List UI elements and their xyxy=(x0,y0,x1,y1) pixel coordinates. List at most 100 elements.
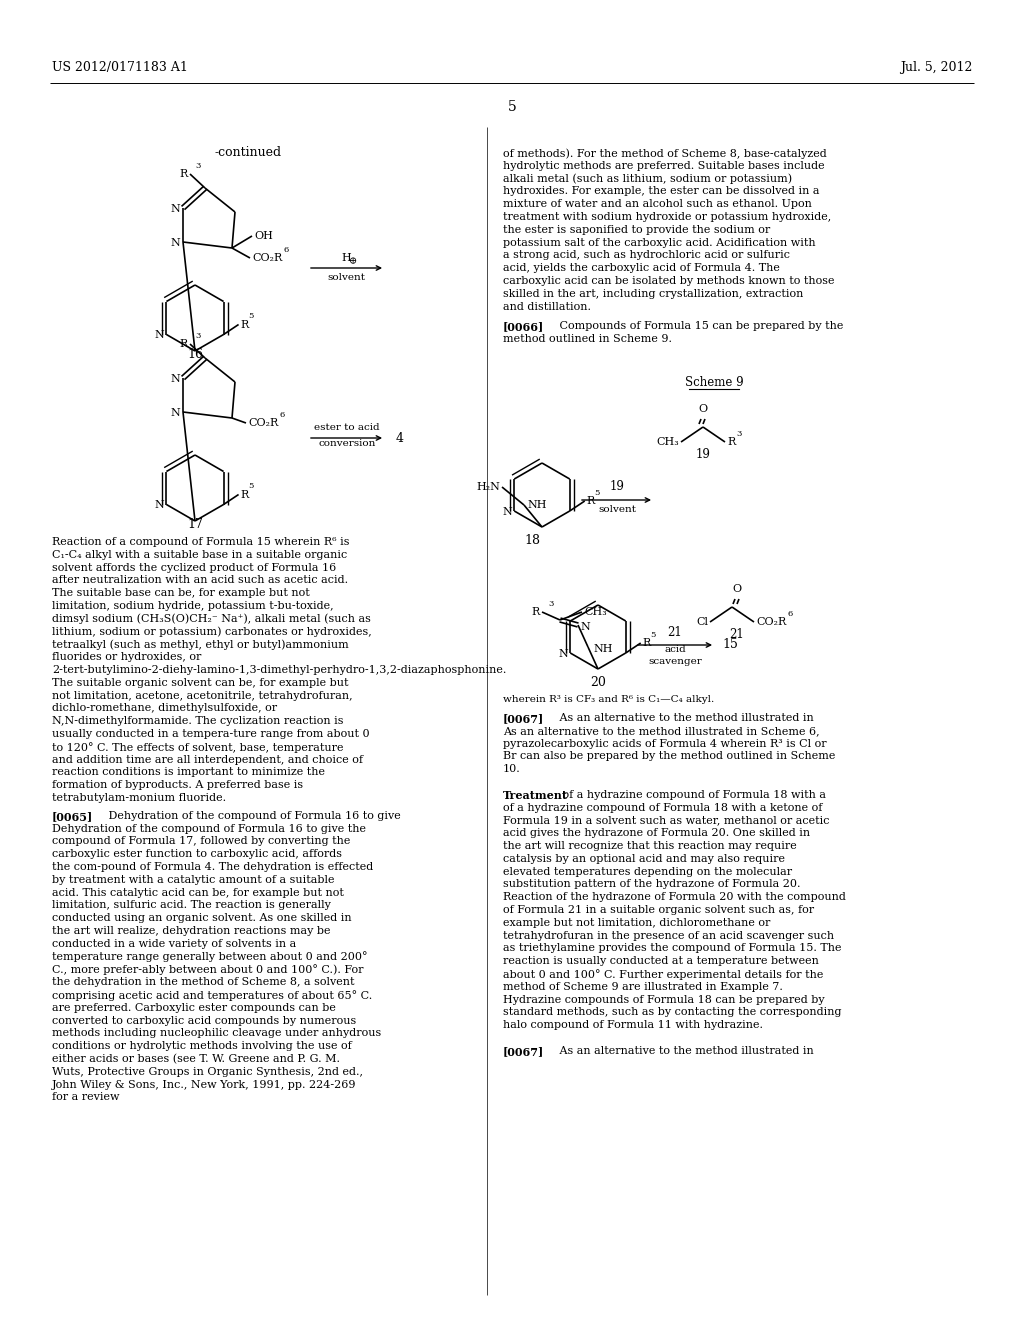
Text: 15: 15 xyxy=(722,639,738,652)
Text: either acids or bases (see T. W. Greene and P. G. M.: either acids or bases (see T. W. Greene … xyxy=(52,1053,340,1064)
Text: of Formula 21 in a suitable organic solvent such as, for: of Formula 21 in a suitable organic solv… xyxy=(503,906,814,915)
Text: conducted using an organic solvent. As one skilled in: conducted using an organic solvent. As o… xyxy=(52,913,351,923)
Text: after neutralization with an acid such as acetic acid.: after neutralization with an acid such a… xyxy=(52,576,348,585)
Text: usually conducted in a tempera-ture range from about 0: usually conducted in a tempera-ture rang… xyxy=(52,729,370,739)
Text: acid gives the hydrazone of Formula 20. One skilled in: acid gives the hydrazone of Formula 20. … xyxy=(503,828,810,838)
Text: 5: 5 xyxy=(650,631,656,639)
Text: [0067]: [0067] xyxy=(503,1045,544,1057)
Text: R: R xyxy=(180,339,188,348)
Text: CH₃: CH₃ xyxy=(656,437,679,447)
Text: N: N xyxy=(170,238,180,248)
Text: halo compound of Formula 11 with hydrazine.: halo compound of Formula 11 with hydrazi… xyxy=(503,1020,763,1030)
Text: US 2012/0171183 A1: US 2012/0171183 A1 xyxy=(52,62,187,74)
Text: 3: 3 xyxy=(548,601,553,609)
Text: O: O xyxy=(698,404,708,414)
Text: 5: 5 xyxy=(249,483,254,491)
Text: 5: 5 xyxy=(508,100,516,114)
Text: compound of Formula 17, followed by converting the: compound of Formula 17, followed by conv… xyxy=(52,837,350,846)
Text: not limitation, acetone, acetonitrile, tetrahydrofuran,: not limitation, acetone, acetonitrile, t… xyxy=(52,690,352,701)
Text: of a hydrazine compound of Formula 18 with a: of a hydrazine compound of Formula 18 wi… xyxy=(559,789,826,800)
Text: Wuts, Protective Groups in Organic Synthesis, 2nd ed.,: Wuts, Protective Groups in Organic Synth… xyxy=(52,1067,362,1077)
Text: Formula 19 in a solvent such as water, methanol or acetic: Formula 19 in a solvent such as water, m… xyxy=(503,816,829,825)
Text: N: N xyxy=(558,649,568,659)
Text: reaction conditions is important to minimize the: reaction conditions is important to mini… xyxy=(52,767,325,777)
Text: N: N xyxy=(155,330,165,341)
Text: lithium, sodium or potassium) carbonates or hydroxides,: lithium, sodium or potassium) carbonates… xyxy=(52,627,372,638)
Text: 6: 6 xyxy=(283,246,288,253)
Text: the dehydration in the method of Scheme 8, a solvent: the dehydration in the method of Scheme … xyxy=(52,977,354,987)
Text: CO₂R: CO₂R xyxy=(756,616,786,627)
Text: substitution pattern of the hydrazone of Formula 20.: substitution pattern of the hydrazone of… xyxy=(503,879,801,890)
Text: carboxylic ester function to carboxylic acid, affords: carboxylic ester function to carboxylic … xyxy=(52,849,342,859)
Text: NH: NH xyxy=(527,500,547,510)
Text: R: R xyxy=(587,496,595,506)
Text: acid, yields the carboxylic acid of Formula 4. The: acid, yields the carboxylic acid of Form… xyxy=(503,263,780,273)
Text: catalysis by an optional acid and may also require: catalysis by an optional acid and may al… xyxy=(503,854,785,863)
Text: ester to acid: ester to acid xyxy=(314,424,380,433)
Text: the art will recognize that this reaction may require: the art will recognize that this reactio… xyxy=(503,841,797,851)
Text: [0067]: [0067] xyxy=(503,713,544,723)
Text: 3: 3 xyxy=(736,430,741,438)
Text: hydrolytic methods are preferred. Suitable bases include: hydrolytic methods are preferred. Suitab… xyxy=(503,161,824,170)
Text: wherein R³ is CF₃ and R⁶ is C₁—C₄ alkyl.: wherein R³ is CF₃ and R⁶ is C₁—C₄ alkyl. xyxy=(503,696,715,704)
Text: OH: OH xyxy=(254,231,272,242)
Text: limitation, sulfuric acid. The reaction is generally: limitation, sulfuric acid. The reaction … xyxy=(52,900,331,911)
Text: N: N xyxy=(170,374,180,384)
Text: tetraalkyl (such as methyl, ethyl or butyl)ammonium: tetraalkyl (such as methyl, ethyl or but… xyxy=(52,639,349,649)
Text: the art will realize, dehydration reactions may be: the art will realize, dehydration reacti… xyxy=(52,927,331,936)
Text: Dehydration of the compound of Formula 16 to give the: Dehydration of the compound of Formula 1… xyxy=(52,824,366,834)
Text: -continued: -continued xyxy=(214,147,282,160)
Text: Dehydration of the compound of Formula 16 to give: Dehydration of the compound of Formula 1… xyxy=(98,810,400,821)
Text: solvent: solvent xyxy=(327,273,365,282)
Text: R: R xyxy=(531,607,540,616)
Text: of methods). For the method of Scheme 8, base-catalyzed: of methods). For the method of Scheme 8,… xyxy=(503,148,826,158)
Text: CO₂R: CO₂R xyxy=(248,418,279,428)
Text: As an alternative to the method illustrated in: As an alternative to the method illustra… xyxy=(549,1045,817,1056)
Text: R: R xyxy=(727,437,735,447)
Text: 5: 5 xyxy=(595,488,600,498)
Text: Compounds of Formula 15 can be prepared by the: Compounds of Formula 15 can be prepared … xyxy=(549,321,844,331)
Text: converted to carboxylic acid compounds by numerous: converted to carboxylic acid compounds b… xyxy=(52,1015,356,1026)
Text: As an alternative to the method illustrated in: As an alternative to the method illustra… xyxy=(549,713,814,723)
Text: solvent: solvent xyxy=(598,506,636,515)
Text: of a hydrazine compound of Formula 18 with a ketone of: of a hydrazine compound of Formula 18 wi… xyxy=(503,803,822,813)
Text: Treatment: Treatment xyxy=(503,789,568,801)
Text: N: N xyxy=(170,205,180,214)
Text: CH₃: CH₃ xyxy=(584,607,607,616)
Text: 5: 5 xyxy=(249,313,254,321)
Text: a strong acid, such as hydrochloric acid or sulfuric: a strong acid, such as hydrochloric acid… xyxy=(503,251,790,260)
Text: 10.: 10. xyxy=(503,764,521,775)
Text: 4: 4 xyxy=(396,432,404,445)
Text: comprising acetic acid and temperatures of about 65° C.: comprising acetic acid and temperatures … xyxy=(52,990,373,1001)
Text: The suitable base can be, for example but not: The suitable base can be, for example bu… xyxy=(52,589,309,598)
Text: methods including nucleophilic cleavage under anhydrous: methods including nucleophilic cleavage … xyxy=(52,1028,381,1039)
Text: Jul. 5, 2012: Jul. 5, 2012 xyxy=(900,62,972,74)
Text: R: R xyxy=(241,319,249,330)
Text: 21: 21 xyxy=(668,626,682,639)
Text: Br can also be prepared by the method outlined in Scheme: Br can also be prepared by the method ou… xyxy=(503,751,836,762)
Text: to 120° C. The effects of solvent, base, temperature: to 120° C. The effects of solvent, base,… xyxy=(52,742,343,752)
Text: for a review: for a review xyxy=(52,1093,120,1102)
Text: dimsyl sodium (CH₃S(O)CH₂⁻ Na⁺), alkali metal (such as: dimsyl sodium (CH₃S(O)CH₂⁻ Na⁺), alkali … xyxy=(52,614,371,624)
Text: acid: acid xyxy=(665,645,686,655)
Text: standard methods, such as by contacting the corresponding: standard methods, such as by contacting … xyxy=(503,1007,842,1018)
Text: conditions or hydrolytic methods involving the use of: conditions or hydrolytic methods involvi… xyxy=(52,1041,352,1051)
Text: elevated temperatures depending on the molecular: elevated temperatures depending on the m… xyxy=(503,867,793,876)
Text: 20: 20 xyxy=(590,676,606,689)
Text: example but not limitation, dichloromethane or: example but not limitation, dichlorometh… xyxy=(503,917,770,928)
Text: as triethylamine provides the compound of Formula 15. The: as triethylamine provides the compound o… xyxy=(503,944,842,953)
Text: formation of byproducts. A preferred base is: formation of byproducts. A preferred bas… xyxy=(52,780,303,791)
Text: [0065]: [0065] xyxy=(52,810,93,822)
Text: acid. This catalytic acid can be, for example but not: acid. This catalytic acid can be, for ex… xyxy=(52,887,344,898)
Text: R: R xyxy=(241,490,249,499)
Text: are preferred. Carboxylic ester compounds can be: are preferred. Carboxylic ester compound… xyxy=(52,1003,336,1012)
Text: solvent affords the cyclized product of Formula 16: solvent affords the cyclized product of … xyxy=(52,562,336,573)
Text: Scheme 9: Scheme 9 xyxy=(685,375,743,388)
Text: CO₂R: CO₂R xyxy=(252,253,283,263)
Text: N: N xyxy=(170,408,180,418)
Text: N,N-dimethylformamide. The cyclization reaction is: N,N-dimethylformamide. The cyclization r… xyxy=(52,717,343,726)
Text: NH: NH xyxy=(593,644,612,653)
Text: and distillation.: and distillation. xyxy=(503,301,591,312)
Text: skilled in the art, including crystallization, extraction: skilled in the art, including crystalliz… xyxy=(503,289,804,298)
Text: 6: 6 xyxy=(279,411,285,418)
